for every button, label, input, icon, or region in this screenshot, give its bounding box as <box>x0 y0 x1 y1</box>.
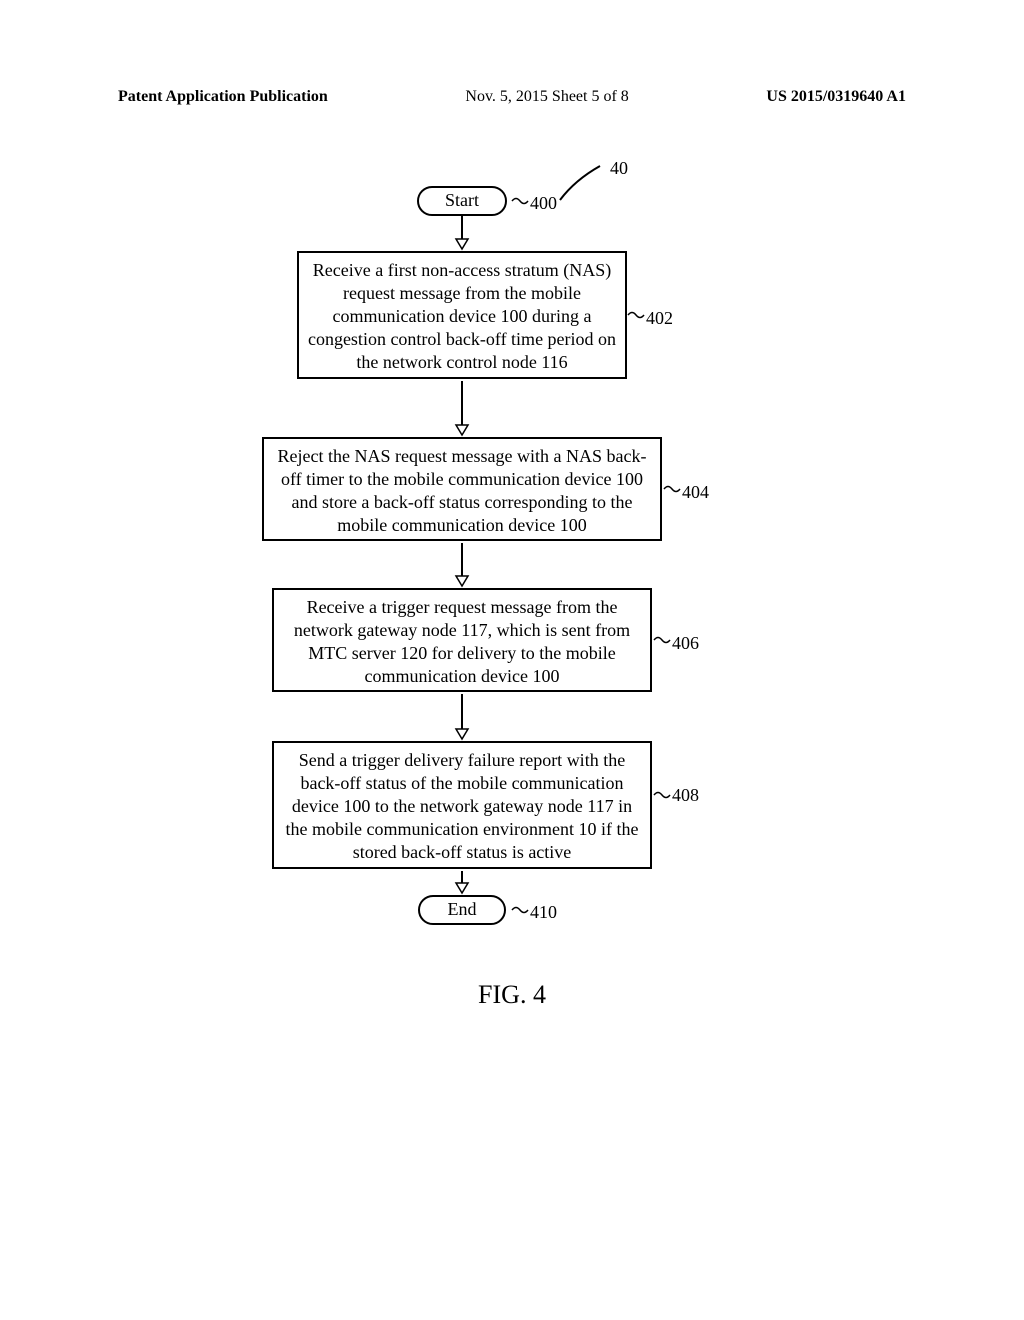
ref-400: 400 <box>530 193 557 214</box>
figure-caption: FIG. 4 <box>0 980 1024 1010</box>
flowchart: Start 400 Receive a first non-access str… <box>0 0 1024 1320</box>
flow-step-406: Receive a trigger request message from t… <box>272 588 652 692</box>
ref-402: 402 <box>646 308 673 329</box>
flow-end-label: End <box>448 899 477 919</box>
flow-step-404: Reject the NAS request message with a NA… <box>262 437 662 541</box>
flow-step-406-text: Receive a trigger request message from t… <box>294 597 630 686</box>
ref-404: 404 <box>682 482 709 503</box>
ref-406: 406 <box>672 633 699 654</box>
flow-start-label: Start <box>445 190 479 210</box>
flow-step-408-text: Send a trigger delivery failure report w… <box>286 750 639 862</box>
flow-step-402: Receive a first non-access stratum (NAS)… <box>297 251 627 379</box>
flow-step-408: Send a trigger delivery failure report w… <box>272 741 652 869</box>
flow-end: End <box>418 895 506 925</box>
flow-start: Start <box>417 186 507 216</box>
ref-40: 40 <box>610 158 628 179</box>
flow-step-402-text: Receive a first non-access stratum (NAS)… <box>308 260 616 372</box>
ref-410: 410 <box>530 902 557 923</box>
ref-408: 408 <box>672 785 699 806</box>
flow-step-404-text: Reject the NAS request message with a NA… <box>278 446 647 535</box>
